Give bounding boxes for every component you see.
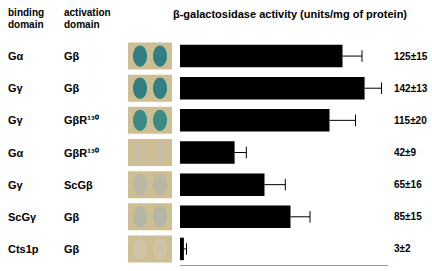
svg-text:Gβ: Gβ — [64, 50, 80, 62]
svg-text:Gβ: Gβ — [64, 211, 80, 223]
svg-text:ScGβ: ScGβ — [64, 179, 93, 191]
svg-text:Gβ: Gβ — [64, 82, 80, 94]
svg-text:GβR¹³⁰: GβR¹³⁰ — [64, 114, 99, 126]
svg-text:GβR¹³⁰: GβR¹³⁰ — [64, 147, 99, 159]
svg-text:3±2: 3±2 — [394, 243, 411, 254]
svg-text:activation: activation — [64, 7, 111, 18]
svg-text:Cts1p: Cts1p — [8, 243, 39, 255]
svg-text:115±20: 115±20 — [394, 115, 427, 126]
svg-text:85±15: 85±15 — [394, 211, 422, 222]
svg-text:42±9: 42±9 — [394, 147, 417, 158]
svg-text:domain: domain — [8, 19, 44, 30]
svg-text:ScGγ: ScGγ — [8, 211, 37, 223]
svg-text:65±16: 65±16 — [394, 179, 422, 190]
svg-text:Gγ: Gγ — [8, 82, 24, 94]
svg-text:Gγ: Gγ — [8, 114, 24, 126]
svg-text:125±15: 125±15 — [394, 51, 428, 62]
svg-text:142±13: 142±13 — [394, 83, 428, 94]
svg-text:Gα: Gα — [8, 147, 24, 159]
svg-text:domain: domain — [64, 19, 100, 30]
svg-text:binding: binding — [8, 7, 44, 18]
svg-text:β-galactosidase activity (unit: β-galactosidase activity (units/mg of pr… — [173, 8, 407, 20]
svg-text:Gγ: Gγ — [8, 179, 24, 191]
svg-text:Gβ: Gβ — [64, 243, 80, 255]
svg-text:Gα: Gα — [8, 50, 24, 62]
